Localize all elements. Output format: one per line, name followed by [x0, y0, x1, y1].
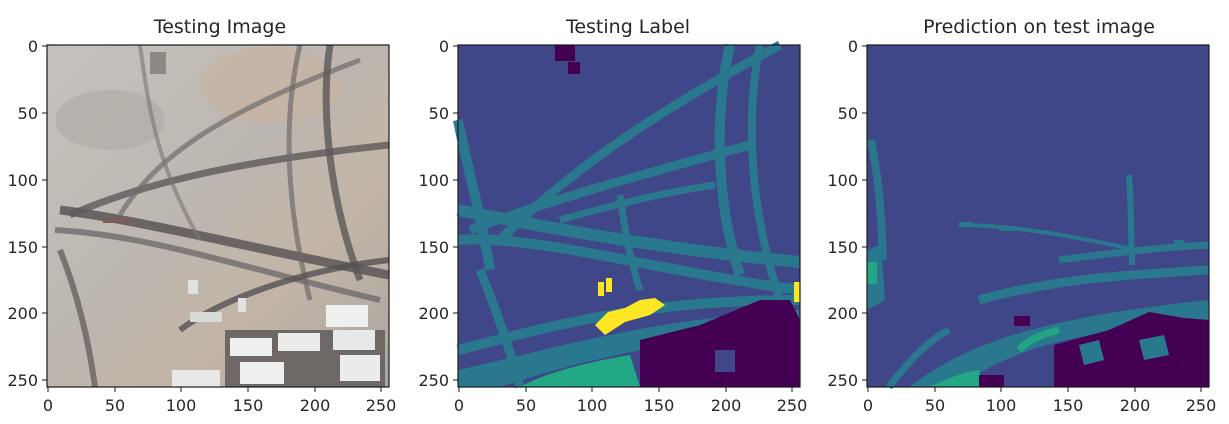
y-tick-label: 150 [7, 238, 38, 257]
x-tick-label: 200 [300, 396, 331, 415]
y-tick-label: 250 [7, 371, 38, 390]
y-tick-label: 50 [838, 104, 858, 123]
panel-title: Testing Image [153, 16, 286, 38]
y-ticks: 0 50 100 150 200 250 [827, 37, 867, 390]
panel-testing-label: Testing Label [410, 0, 820, 424]
x-tick-label: 100 [986, 396, 1017, 415]
y-ticks: 0 50 100 150 200 250 [7, 37, 47, 390]
x-tick-label: 50 [105, 396, 125, 415]
prediction-plot: Prediction on test image [827, 16, 1216, 415]
x-tick-label: 200 [1120, 396, 1151, 415]
axes-frame [866, 44, 1210, 388]
y-tick-label: 100 [7, 171, 38, 190]
y-tick-label: 200 [418, 304, 449, 323]
x-ticks: 0 50 100 150 200 250 [863, 387, 1216, 415]
x-tick-label: 150 [1053, 396, 1084, 415]
y-tick-label: 0 [28, 37, 38, 56]
panel-title: Prediction on test image [923, 16, 1155, 38]
x-tick-label: 250 [366, 396, 397, 415]
x-tick-label: 0 [863, 396, 873, 415]
prediction-map [867, 45, 1210, 390]
y-tick-label: 250 [418, 371, 449, 390]
testing-image-photo [47, 44, 390, 388]
y-tick-label: 50 [18, 104, 38, 123]
y-tick-label: 0 [848, 37, 858, 56]
x-tick-label: 150 [233, 396, 264, 415]
x-tick-label: 50 [516, 396, 536, 415]
y-tick-label: 100 [418, 171, 449, 190]
axes-frame [46, 44, 390, 388]
panel-testing-image: Testing Image [0, 0, 410, 424]
panel-prediction: Prediction on test image [819, 0, 1229, 424]
y-tick-label: 100 [827, 171, 858, 190]
x-tick-label: 250 [777, 396, 808, 415]
x-tick-label: 0 [454, 396, 464, 415]
x-tick-label: 100 [577, 396, 608, 415]
x-tick-label: 100 [166, 396, 197, 415]
y-tick-label: 200 [827, 304, 858, 323]
y-ticks: 0 50 100 150 200 250 [418, 37, 458, 390]
x-tick-label: 0 [43, 396, 53, 415]
testing-label-map [453, 41, 801, 389]
y-tick-label: 250 [827, 371, 858, 390]
y-tick-label: 50 [429, 104, 449, 123]
axes-frame [457, 44, 801, 388]
panel-title: Testing Label [565, 16, 690, 38]
x-ticks: 0 50 100 150 200 250 [43, 387, 396, 415]
y-tick-label: 150 [827, 238, 858, 257]
x-tick-label: 50 [925, 396, 945, 415]
x-ticks: 0 50 100 150 200 250 [454, 387, 807, 415]
x-tick-label: 200 [711, 396, 742, 415]
x-tick-label: 150 [644, 396, 675, 415]
testing-label-plot: Testing Label [418, 16, 807, 415]
y-tick-label: 200 [7, 304, 38, 323]
y-tick-label: 0 [439, 37, 449, 56]
y-tick-label: 150 [418, 238, 449, 257]
x-tick-label: 250 [1186, 396, 1217, 415]
testing-image-plot: Testing Image [7, 16, 396, 415]
